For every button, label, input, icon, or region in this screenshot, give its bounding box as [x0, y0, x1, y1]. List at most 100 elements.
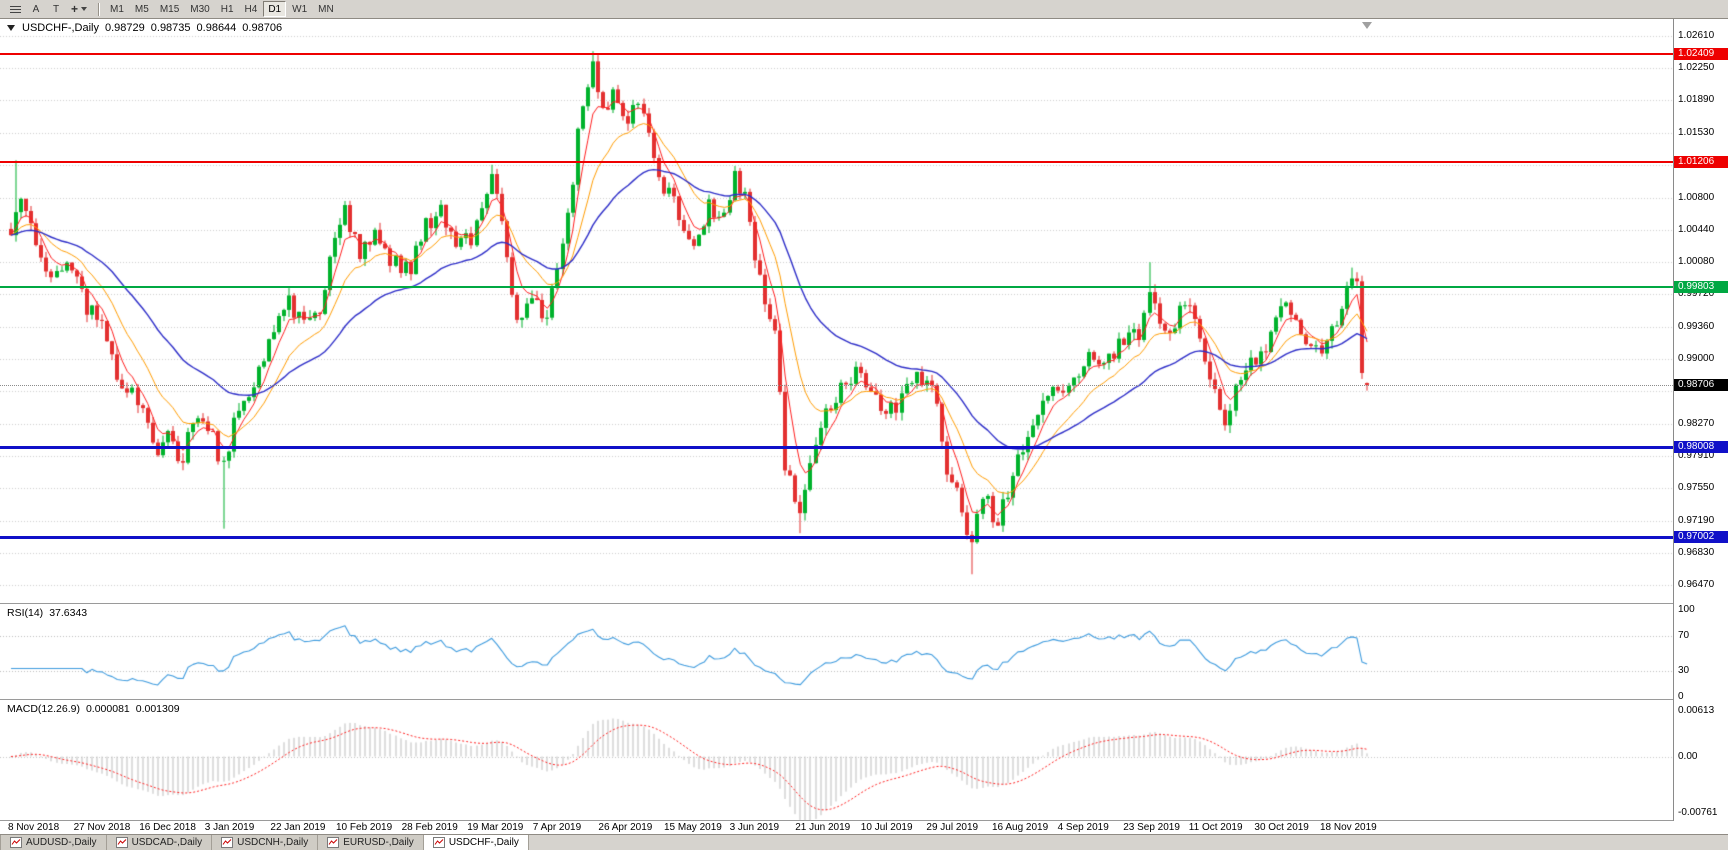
- text-tool-label: A: [32, 3, 40, 15]
- time-axis-label: 19 Mar 2019: [467, 822, 524, 833]
- price-axis-label: 1.02610: [1678, 30, 1715, 41]
- chart-tab-usdchf[interactable]: USDCHF-,Daily: [423, 835, 529, 850]
- chart-tab-label: EURUSD-,Daily: [343, 837, 414, 848]
- price-axis-label: 1.00080: [1678, 256, 1715, 268]
- price-axis-label: 1.01530: [1678, 126, 1715, 138]
- price-level-badge-1.02409: 1.02409: [1674, 47, 1728, 60]
- macd-signal-value: 0.001309: [135, 703, 180, 715]
- chart-symbol-label: USDCHF-,Daily: [22, 22, 99, 34]
- time-axis-label: 23 Sep 2019: [1123, 822, 1180, 833]
- timeframe-toolbar: M1 M5 M15 M30 H1 H4 D1 W1 MN: [105, 1, 339, 17]
- timeframe-button-h4[interactable]: H4: [244, 3, 258, 15]
- time-axis-label: 10 Feb 2019: [336, 822, 393, 833]
- price-level-badge-0.97002: 0.97002: [1674, 531, 1728, 544]
- timeframe-button-m30[interactable]: M30: [190, 3, 210, 15]
- price-axis-label: 0.96470: [1678, 579, 1715, 590]
- price-axis-label: 1.01890: [1678, 94, 1715, 106]
- rsi-axis-label: 100: [1678, 604, 1695, 615]
- timeframe-button-w1[interactable]: W1: [292, 3, 308, 15]
- price-axis-label: 0.99720: [1678, 288, 1715, 300]
- timeframe-button-m15[interactable]: M15: [159, 3, 180, 15]
- chart-tab-label: USDCHF-,Daily: [448, 837, 519, 848]
- macd-pane[interactable]: MACD(12.26.9) 0.000081 0.001309: [0, 700, 1673, 821]
- support-line-0.97002[interactable]: [0, 535, 1673, 539]
- chart-tab-label: USDCAD-,Daily: [131, 837, 203, 848]
- rsi-pane[interactable]: RSI(14) 37.6343: [0, 604, 1673, 700]
- price-axis-label: 0.99000: [1678, 352, 1715, 364]
- time-axis-label: 16 Dec 2018: [139, 822, 196, 833]
- time-axis-label: 27 Nov 2018: [73, 822, 131, 833]
- chart-icon: [327, 837, 340, 848]
- chart-tab-bar: AUDUSD-,Daily USDCAD-,Daily USDCNH-,Daily E…: [0, 834, 1728, 850]
- time-axis-label: 4 Sep 2019: [1057, 822, 1109, 833]
- chart-tab-label: AUDUSD-,Daily: [26, 837, 97, 848]
- price-chart-canvas[interactable]: [0, 19, 1673, 603]
- time-axis-label: 8 Nov 2018: [8, 822, 60, 833]
- text-tool-button[interactable]: A: [26, 1, 46, 17]
- time-axis-label: 15 May 2019: [664, 822, 722, 833]
- time-axis-label: 22 Jan 2019: [270, 822, 326, 833]
- chart-shift-marker[interactable]: [1362, 22, 1372, 29]
- timeframe-button-d1[interactable]: D1: [263, 1, 287, 17]
- chevron-down-icon: [81, 7, 88, 11]
- time-axis-label: 7 Apr 2019: [532, 822, 582, 833]
- timeframe-button-m1[interactable]: M1: [110, 3, 124, 15]
- template-tool-button[interactable]: T: [46, 1, 66, 17]
- chart-window-body: USDCHF-,Daily 0.98729 0.98735 0.98644 0.…: [0, 19, 1728, 834]
- chart-tab-audusd[interactable]: AUDUSD-,Daily: [0, 835, 107, 850]
- timeframe-button-mn[interactable]: MN: [318, 3, 334, 15]
- macd-axis-label: 0.00613: [1678, 705, 1715, 716]
- chart-icon: [221, 837, 234, 848]
- price-axis-label: 0.97550: [1678, 482, 1715, 494]
- chart-tab-usdcad[interactable]: USDCAD-,Daily: [106, 835, 213, 850]
- ohlc-high-value: 0.98735: [150, 22, 191, 34]
- time-axis-label: 18 Nov 2019: [1320, 822, 1377, 833]
- chart-icon: [115, 837, 128, 848]
- crosshair-tool-button[interactable]: +: [66, 1, 92, 17]
- pivot-line-0.99803[interactable]: [0, 285, 1673, 288]
- time-axis-label: 16 Aug 2019: [992, 822, 1049, 833]
- price-pane[interactable]: USDCHF-,Daily 0.98729 0.98735 0.98644 0.…: [0, 19, 1673, 604]
- chart-icon: [10, 837, 22, 848]
- price-axis-label: 0.99360: [1678, 320, 1715, 332]
- macd-title: MACD(12.26.9): [7, 703, 80, 715]
- chart-tab-eurusd[interactable]: EURUSD-,Daily: [318, 835, 424, 850]
- price-level-badge-1.01206: 1.01206: [1674, 155, 1728, 168]
- rsi-axis-label: 30: [1678, 664, 1690, 676]
- macd-main-value: 0.000081: [85, 703, 130, 715]
- price-axis[interactable]: 1.02610 1.02250 1.01890 1.01530 1.00800 1.004…: [1673, 19, 1728, 821]
- resistance-line-1.01206[interactable]: [0, 160, 1673, 163]
- price-level-badge-0.98008: 0.98008: [1674, 441, 1728, 454]
- chart-header: USDCHF-,Daily 0.98729 0.98735 0.98644 0.…: [7, 22, 282, 34]
- charts-menu-button[interactable]: [5, 1, 26, 17]
- chart-icon: [432, 837, 445, 848]
- rsi-canvas[interactable]: [0, 604, 1673, 699]
- macd-axis-label: -0.00761: [1678, 807, 1718, 818]
- timeframe-button-m5[interactable]: M5: [134, 3, 149, 15]
- timeframe-button-h1[interactable]: H1: [220, 3, 234, 15]
- current-price-badge: 0.98706: [1674, 379, 1728, 392]
- price-level-badge-0.99803: 0.99803: [1674, 280, 1728, 293]
- price-axis-label: 1.00440: [1678, 224, 1715, 236]
- resistance-line-1.02409[interactable]: [0, 52, 1673, 55]
- time-axis-label: 30 Oct 2019: [1254, 822, 1309, 833]
- chart-toolbar: A T + M1 M5 M15 M30 H1 H4 D1 W1 MN: [0, 0, 1728, 19]
- time-axis-label: 10 Jul 2019: [860, 822, 913, 833]
- price-axis-label: 0.96830: [1678, 546, 1715, 558]
- chart-header-arrow-icon: [7, 25, 15, 31]
- time-axis-label: 29 Jul 2019: [926, 822, 979, 833]
- macd-canvas[interactable]: [0, 700, 1673, 820]
- time-axis-label: 26 Apr 2019: [598, 822, 653, 833]
- chart-tab-usdcnh[interactable]: USDCNH-,Daily: [212, 835, 319, 850]
- time-axis-label: 11 Oct 2019: [1188, 822, 1243, 833]
- price-axis-label: 1.00800: [1678, 191, 1715, 203]
- rsi-title: RSI(14): [7, 607, 44, 619]
- chart-tab-label: USDCNH-,Daily: [237, 837, 309, 848]
- rsi-axis-label: 0: [1678, 691, 1684, 702]
- support-line-0.98008[interactable]: [0, 445, 1673, 449]
- menu-icon: [10, 5, 21, 7]
- price-axis-label: 0.97910: [1678, 450, 1715, 462]
- price-axis-label: 0.97190: [1678, 514, 1715, 526]
- time-axis[interactable]: 8 Nov 2018 27 Nov 2018 16 Dec 2018 3 Jan 20…: [0, 821, 1673, 834]
- ohlc-close-value: 0.98706: [242, 22, 283, 34]
